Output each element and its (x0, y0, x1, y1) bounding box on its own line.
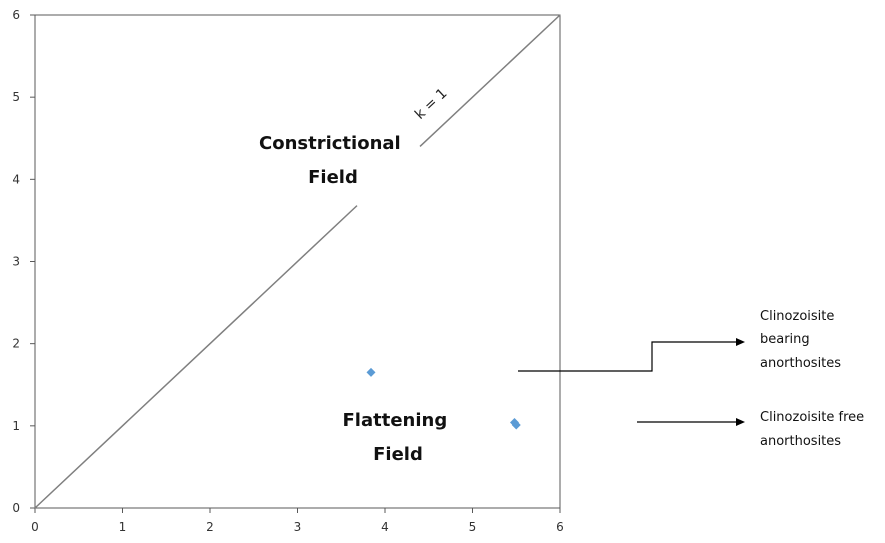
x-tick-label: 1 (119, 520, 127, 534)
legend-free-label: Clinozoisite free anorthosites (760, 410, 868, 449)
y-axis-ticks: 0 1 2 3 4 5 6 (12, 8, 35, 515)
x-tick-label: 6 (556, 520, 564, 534)
y-tick-label: 6 (12, 8, 20, 22)
x-tick-label: 4 (381, 520, 389, 534)
y-tick-label: 1 (12, 419, 20, 433)
y-tick-label: 0 (12, 501, 20, 515)
x-tick-label: 5 (469, 520, 477, 534)
legend-bearing-label: Clinozoisite bearing anorthosites (760, 309, 841, 371)
k-equals-one-line-upper (419, 14, 561, 148)
x-axis-ticks: 0 1 2 3 4 5 6 (31, 508, 564, 534)
free-arrow-head (736, 418, 745, 426)
y-tick-label: 5 (12, 90, 20, 104)
bearing-arrow (518, 341, 738, 372)
flattening-field-label: Flattening Field (343, 410, 454, 465)
x-tick-label: 3 (294, 520, 302, 534)
data-point (511, 420, 521, 430)
y-tick-label: 2 (12, 337, 20, 351)
y-tick-label: 3 (12, 255, 20, 269)
data-point (366, 367, 376, 377)
bearing-arrow-head (736, 338, 745, 346)
constrictional-field-label: Constrictional Field (259, 133, 407, 188)
x-tick-label: 2 (206, 520, 214, 534)
y-tick-label: 4 (12, 172, 20, 186)
data-points (366, 367, 521, 430)
k-equals-one-line-lower (34, 205, 358, 509)
x-tick-label: 0 (31, 520, 39, 534)
